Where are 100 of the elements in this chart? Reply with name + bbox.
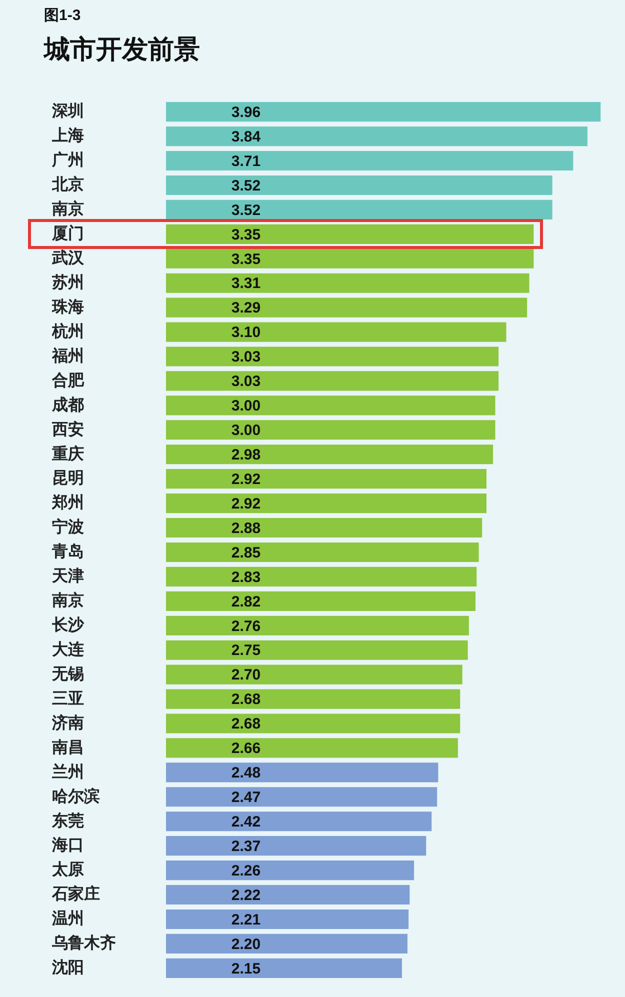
data-label: 2.22: [231, 886, 261, 904]
y-tick-label: 青岛: [51, 542, 84, 561]
y-tick-label: 苏州: [51, 274, 84, 292]
bar: [166, 298, 528, 318]
bar: [166, 273, 530, 293]
bar: [166, 738, 458, 758]
y-tick-label: 北京: [51, 176, 84, 194]
bar: [166, 909, 409, 930]
bar: [166, 444, 494, 464]
data-label: 2.21: [231, 911, 261, 928]
data-label: 2.85: [231, 544, 261, 562]
data-label: 2.20: [231, 936, 261, 953]
data-label: 2.70: [231, 666, 261, 684]
y-tick-label: 无锡: [51, 664, 84, 683]
data-label: 2.47: [231, 789, 261, 806]
data-label: 2.68: [231, 691, 261, 708]
bar: [166, 860, 414, 880]
y-tick-label: 乌鲁木齐: [51, 934, 116, 952]
bar: [166, 371, 499, 391]
y-tick-label: 天津: [51, 567, 84, 586]
bar: [166, 762, 438, 782]
data-label: 3.00: [231, 398, 261, 415]
y-tick-label: 济南: [51, 714, 84, 732]
y-tick-label: 温州: [51, 910, 84, 928]
bar: [166, 787, 438, 807]
data-label: 3.29: [231, 300, 261, 317]
y-tick-label: 兰州: [51, 762, 84, 781]
bar: [166, 812, 432, 832]
bar: [166, 664, 462, 684]
data-label: 2.66: [231, 740, 261, 758]
bar: [166, 248, 534, 268]
bar: [166, 200, 552, 220]
bar: [166, 714, 460, 734]
y-tick-label: 成都: [51, 396, 84, 414]
y-tick-label: 昆明: [52, 470, 84, 488]
bar: [166, 102, 601, 122]
y-tick-label: 石家庄: [51, 884, 100, 904]
y-tick-label: 郑州: [51, 494, 84, 512]
bar: [166, 396, 496, 416]
data-label: 2.68: [231, 716, 261, 733]
bar: [166, 689, 460, 709]
data-label: 3.96: [231, 104, 261, 121]
data-label: 2.88: [231, 520, 261, 537]
y-tick-label: 长沙: [51, 616, 85, 634]
data-label: 3.35: [231, 226, 261, 244]
y-tick-label: 重庆: [51, 444, 84, 463]
bar: [166, 224, 534, 244]
data-label: 2.15: [231, 960, 261, 978]
data-label: 2.48: [231, 764, 261, 782]
y-tick-label: 沈阳: [51, 958, 84, 977]
bar: [166, 958, 402, 978]
y-tick-label: 南京: [51, 592, 84, 610]
bar: [166, 591, 476, 611]
data-label: 2.42: [231, 814, 261, 831]
bar: [166, 150, 574, 171]
data-label: 2.83: [231, 568, 261, 586]
y-tick-label: 三亚: [52, 690, 84, 708]
y-tick-label: 南昌: [51, 738, 84, 756]
y-tick-label: 大连: [52, 640, 85, 659]
data-label: 3.03: [231, 373, 261, 390]
bar: [166, 494, 486, 514]
bar: [166, 175, 552, 196]
data-label: 2.37: [231, 838, 261, 855]
bar: [166, 934, 408, 954]
bar: [166, 420, 496, 440]
y-tick-label: 南京: [51, 200, 84, 218]
bar: [166, 322, 506, 342]
data-label: 2.75: [231, 642, 261, 660]
y-tick-label: 宁波: [52, 517, 84, 536]
bar: [166, 566, 477, 586]
bar: [166, 884, 410, 905]
data-label: 3.84: [231, 128, 262, 146]
data-label: 2.82: [231, 593, 261, 610]
bar: [166, 469, 486, 489]
data-label: 3.71: [231, 152, 261, 170]
y-tick-label: 厦门: [51, 224, 84, 243]
bar: [166, 126, 588, 146]
bar: [166, 542, 479, 562]
bar: [166, 836, 426, 856]
bar: [166, 616, 469, 636]
y-tick-label: 深圳: [51, 102, 84, 120]
data-label: 2.92: [231, 495, 261, 512]
y-tick-label: 广州: [51, 151, 84, 170]
y-tick-label: 合肥: [51, 371, 85, 390]
data-label: 2.92: [231, 470, 261, 488]
chart-title: 城市开发前景: [44, 33, 200, 66]
bar: [166, 518, 482, 538]
data-label: 3.31: [231, 275, 261, 292]
y-tick-label: 上海: [51, 126, 84, 145]
bar: [166, 640, 468, 660]
data-label: 2.26: [231, 862, 261, 880]
data-label: 2.98: [231, 446, 261, 464]
data-label: 3.10: [231, 324, 261, 342]
data-label: 3.52: [231, 202, 261, 219]
y-tick-label: 西安: [51, 419, 84, 438]
data-label: 3.35: [231, 250, 261, 268]
bar: [166, 346, 499, 366]
y-tick-label: 武汉: [51, 249, 85, 268]
data-label: 2.76: [231, 618, 261, 635]
y-tick-label: 哈尔滨: [52, 787, 100, 806]
